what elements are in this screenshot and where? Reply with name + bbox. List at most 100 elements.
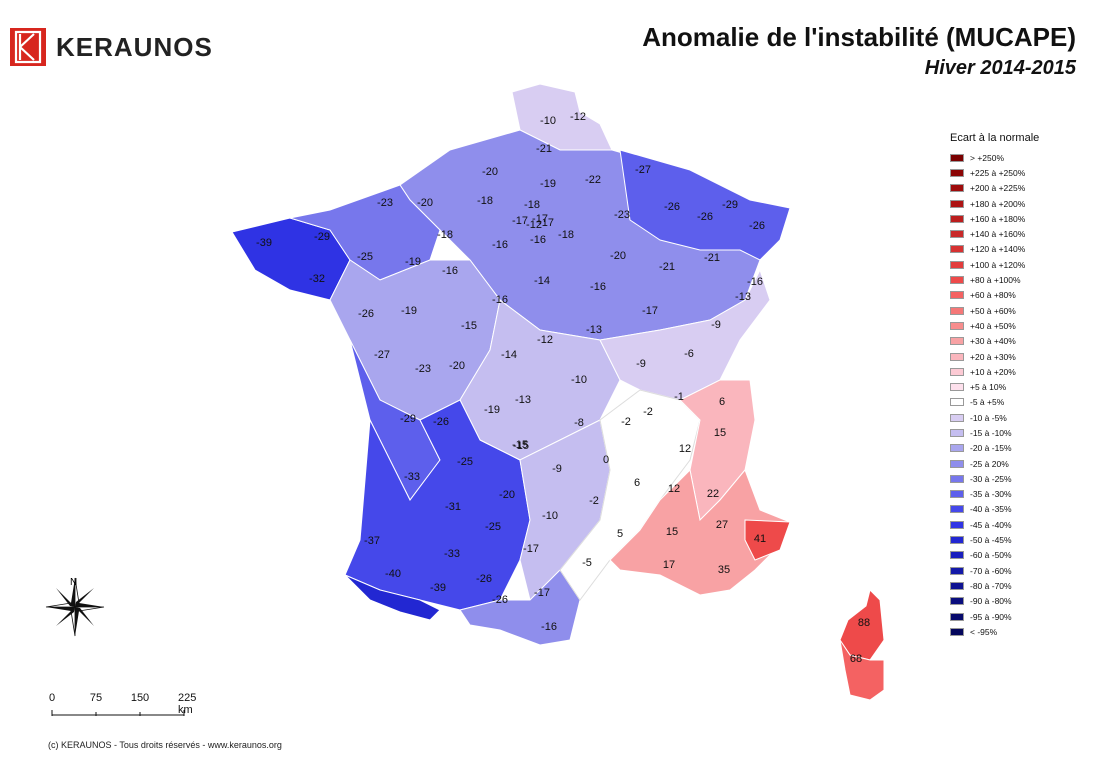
legend-label: -40 à -35%: [970, 504, 1012, 515]
legend-swatch: [950, 566, 964, 575]
map-value-label: -12: [537, 334, 553, 346]
map-value-label: 0: [603, 454, 609, 466]
legend-swatch: [950, 337, 964, 346]
legend-item: +80 à +100%: [950, 272, 1039, 287]
map-value-label: 15: [714, 427, 726, 439]
brand-logo: KERAUNOS: [10, 28, 213, 66]
legend-item: -35 à -30%: [950, 487, 1039, 502]
legend-item: -25 à 20%: [950, 456, 1039, 471]
legend-label: -30 à -25%: [970, 473, 1012, 484]
scale-tick-150: 150: [130, 692, 150, 704]
legend-item: -95 à -90%: [950, 609, 1039, 624]
map-value-label: 68: [850, 653, 862, 665]
legend-label: -5 à +5%: [970, 397, 1005, 408]
legend-swatch: [950, 214, 964, 223]
map-value-label: -29: [400, 413, 416, 425]
map-value-label: -16: [747, 276, 763, 288]
compass-north-label: N: [70, 577, 78, 588]
map-value-label: -21: [659, 261, 675, 273]
legend-label: +30 à +40%: [970, 336, 1016, 347]
map-value-label: -13: [515, 394, 531, 406]
map-value-label: -12: [570, 111, 586, 123]
map-value-label: -19: [540, 178, 556, 190]
legend-label: < -95%: [970, 626, 998, 637]
legend-item: +40 à +50%: [950, 318, 1039, 333]
legend-item: +30 à +40%: [950, 334, 1039, 349]
map-value-label: 5: [617, 528, 623, 540]
scale-tick-75: 75: [89, 692, 103, 704]
map-value-label: -26: [749, 220, 765, 232]
legend-swatch: [950, 199, 964, 208]
map-value-label: -9: [711, 319, 721, 331]
legend-swatch: [950, 428, 964, 437]
map-value-label: -10: [540, 115, 556, 127]
map-value-label: -21: [704, 252, 720, 264]
map-value-label: -16: [442, 265, 458, 277]
legend-swatch: [950, 153, 964, 162]
map-value-label: -18: [524, 199, 540, 211]
legend-item: < -95%: [950, 624, 1039, 639]
legend-item: +200 à +225%: [950, 181, 1039, 196]
map-value-label: -17: [512, 215, 528, 227]
legend-label: +20 à +30%: [970, 351, 1016, 362]
map-value-label: 12: [679, 443, 691, 455]
map-value-label: 88: [858, 617, 870, 629]
legend-swatch: [950, 306, 964, 315]
map-value-label: -16: [492, 294, 508, 306]
map-value-label: -26: [664, 201, 680, 213]
map-value-label: 17: [663, 559, 675, 571]
map-value-label: -2: [589, 495, 599, 507]
legend-swatch: [950, 459, 964, 468]
legend-label: +200 à +225%: [970, 183, 1026, 194]
legend-label: +160 à +180%: [970, 213, 1026, 224]
legend-label: -15 à -10%: [970, 427, 1012, 438]
legend-swatch: [950, 520, 964, 529]
legend-label: -60 à -50%: [970, 550, 1012, 561]
legend-label: +100 à +120%: [970, 259, 1026, 270]
legend-item: -45 à -40%: [950, 517, 1039, 532]
map-value-label: -5: [582, 557, 592, 569]
map-value-label: -20: [482, 166, 498, 178]
legend-swatch: [950, 398, 964, 407]
legend-label: -50 à -45%: [970, 535, 1012, 546]
map-value-label: -22: [585, 174, 601, 186]
legend-label: -70 à -60%: [970, 565, 1012, 576]
legend-swatch: [950, 245, 964, 254]
map-value-label: -20: [449, 360, 465, 372]
scale-tick-0: 0: [48, 692, 56, 704]
map-value-label: -16: [530, 234, 546, 246]
map-value-label: -15: [461, 320, 477, 332]
legend-item: -20 à -15%: [950, 441, 1039, 456]
map-value-label: 27: [716, 519, 728, 531]
legend-item: +120 à +140%: [950, 242, 1039, 257]
legend-item: +50 à +60%: [950, 303, 1039, 318]
map-value-label: -39: [256, 237, 272, 249]
legend-label: -80 à -70%: [970, 580, 1012, 591]
map-value-label: -9: [636, 358, 646, 370]
map-value-label: -19: [484, 404, 500, 416]
map-value-label: 35: [718, 564, 730, 576]
legend-label: -45 à -40%: [970, 519, 1012, 530]
copyright-notice: (c) KERAUNOS - Tous droits réservés - ww…: [48, 740, 282, 750]
legend-swatch: [950, 474, 964, 483]
legend-item: -50 à -45%: [950, 532, 1039, 547]
map-value-label: -23: [415, 363, 431, 375]
keraunos-logo-icon: [10, 28, 46, 66]
scale-tick-225: 225 km: [178, 692, 197, 716]
legend-item: -10 à -5%: [950, 410, 1039, 425]
legend-item: -30 à -25%: [950, 471, 1039, 486]
legend-swatch: [950, 260, 964, 269]
legend-item: +60 à +80%: [950, 288, 1039, 303]
map-value-label: -8: [574, 417, 584, 429]
legend-swatch: [950, 367, 964, 376]
legend-label: > +250%: [970, 152, 1005, 163]
map-value-label: 6: [719, 396, 725, 408]
map-value-label: -26: [476, 573, 492, 585]
map-value-label: -14: [534, 275, 550, 287]
legend-swatch: [950, 413, 964, 422]
map-value-label: -26: [492, 594, 508, 606]
legend-item: -60 à -50%: [950, 548, 1039, 563]
legend-item: +140 à +160%: [950, 226, 1039, 241]
page-subtitle: Hiver 2014-2015: [924, 57, 1076, 79]
map-value-label: -31: [445, 501, 461, 513]
